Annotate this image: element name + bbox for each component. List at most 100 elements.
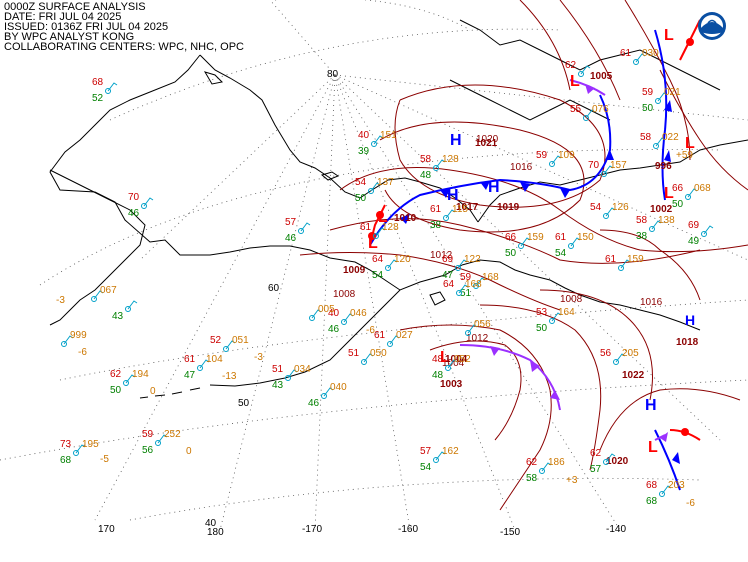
station-circle	[539, 468, 545, 474]
lon-label-180: 180	[207, 527, 224, 538]
station-dewpoint: 46	[128, 208, 140, 219]
station-plot: 56 205	[600, 348, 639, 365]
station-temperature: 40	[328, 308, 340, 319]
station-pressure: 162	[442, 446, 459, 457]
wind-barb	[520, 237, 531, 247]
station-circle	[123, 380, 129, 386]
isobar	[624, 0, 691, 161]
station-pressure: 115	[452, 204, 468, 215]
wind-barb	[475, 277, 486, 287]
wind-barb	[375, 227, 386, 237]
wind-barb	[435, 451, 446, 461]
wind-barb	[458, 284, 469, 294]
isobar-labels: 1020 1016 1012 1008 1004 1016 1012 1008	[333, 134, 663, 369]
station-dewpoint: 43	[272, 380, 284, 391]
station-circle	[455, 265, 461, 271]
wind-barb	[287, 369, 298, 379]
low-center-symbol: L	[440, 349, 450, 366]
station-temperature: 57	[420, 446, 432, 457]
header-line-issued: ISSUED: 0136Z FRI JUL 04 2025	[4, 21, 169, 33]
canadian-arctic-coast	[477, 139, 748, 223]
station-plot: 61 47 104	[184, 354, 223, 381]
high-center-value: 1017	[456, 202, 479, 213]
station-temperature: 58	[640, 132, 652, 143]
low-center-symbol: L	[368, 235, 378, 252]
low-center-value: 1020	[606, 456, 629, 467]
station-temperature: 61	[430, 204, 442, 215]
station-dewpoint: 50	[642, 103, 654, 114]
header-block: 0000Z SURFACE ANALYSIS DATE: FRI JUL 04 …	[4, 2, 244, 53]
station-plot: 62 58 186	[526, 457, 565, 484]
wind-barb	[157, 434, 168, 444]
station-pressure: 050	[370, 348, 387, 359]
station-circle	[141, 203, 147, 209]
station-circle	[385, 265, 391, 271]
station-circle	[309, 315, 315, 321]
isobar	[519, 0, 571, 91]
header-line-date: DATE: FRI JUL 04 2025	[4, 11, 122, 23]
wind-barb	[447, 359, 458, 369]
station-plot: 59 109	[536, 150, 575, 167]
station-plot: 58 38 138	[636, 215, 675, 242]
isobar-label: 1016	[640, 297, 663, 308]
station-pressure: 076	[592, 104, 609, 115]
station-dewpoint: 51	[460, 288, 472, 299]
station-plot: 61 030	[620, 48, 659, 65]
station-circle	[61, 341, 67, 347]
low-center-value: 1004	[445, 354, 468, 365]
station-pressure: 126	[612, 202, 629, 213]
station-pressure: 021	[664, 87, 681, 98]
station-temperature: 54	[590, 202, 602, 213]
station-circle	[549, 318, 555, 324]
wind-barb	[107, 82, 118, 92]
isobar-label: 1004	[442, 358, 465, 369]
isobar	[659, 69, 748, 191]
wind-barb	[127, 300, 138, 310]
station-temperature: 59	[536, 150, 548, 161]
station-dewpoint: 52	[92, 93, 104, 104]
high-center-symbol: H	[685, 312, 695, 328]
canadian-islands-2	[449, 79, 611, 121]
station-pressure: 030	[642, 48, 659, 59]
station-plot: 54 50 137	[355, 177, 394, 204]
station-plot: 64 168	[443, 279, 482, 296]
station-plot: 61 54 150	[555, 232, 594, 259]
station-temperature: 64	[372, 254, 384, 265]
wind-barb	[467, 324, 478, 334]
isobar	[329, 218, 701, 264]
front-symbols	[368, 38, 694, 464]
isobar	[394, 84, 606, 208]
low-center-value: 1018	[676, 337, 699, 348]
station-circle	[433, 165, 439, 171]
station-dewpoint: 49	[688, 236, 700, 247]
coastlines	[49, 19, 748, 399]
station-dewpoint: 47	[442, 270, 454, 281]
station-plot: 61 128	[360, 222, 399, 239]
isobar	[379, 121, 585, 233]
station-pressure: 159	[627, 254, 644, 265]
cold-front	[369, 94, 612, 246]
wind-barb	[605, 453, 616, 463]
station-circle	[613, 359, 619, 365]
pressure-tendency: -3	[254, 352, 263, 363]
alaska-peninsula	[209, 289, 401, 387]
station-dewpoint: 48	[432, 370, 444, 381]
high-center-value: 1019	[497, 202, 520, 213]
station-circle	[685, 194, 691, 200]
station-dewpoint: 57	[590, 464, 602, 475]
cold-front-east	[654, 29, 668, 201]
high-center-symbol: H	[488, 179, 500, 196]
station-pressure: 205	[622, 348, 639, 359]
station-circle	[373, 233, 379, 239]
station-temperature: 53	[536, 307, 548, 318]
wind-barb	[225, 340, 236, 350]
wrangel-island	[203, 71, 224, 85]
station-dewpoint: 46	[328, 324, 340, 335]
lon-label-160w: -160	[398, 524, 418, 535]
station-dewpoint: 50	[672, 199, 684, 210]
wind-barb	[687, 188, 698, 198]
station-temperature: 59	[460, 272, 472, 283]
station-temperature: 51	[348, 348, 360, 359]
